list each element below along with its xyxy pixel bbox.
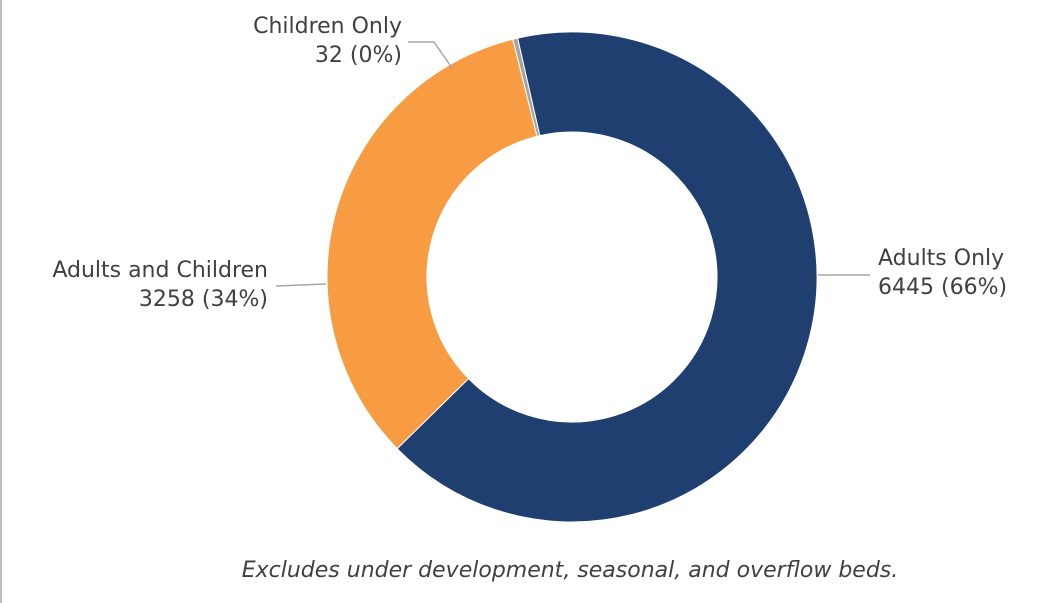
leader-lines xyxy=(275,41,870,287)
label-children-only-value: 32 (0%) xyxy=(253,41,402,70)
label-adults-only-value: 6445 (66%) xyxy=(878,273,1007,302)
leader-adults-and-children xyxy=(275,283,327,287)
label-children-only: Children Only 32 (0%) xyxy=(253,12,402,70)
label-adults-and-children-count: 3258 xyxy=(138,287,195,312)
label-adults-and-children-percent: (34%) xyxy=(201,287,268,312)
label-adults-only: Adults Only 6445 (66%) xyxy=(878,244,1007,302)
label-adults-only-name: Adults Only xyxy=(878,246,1005,271)
slice-adults-and-children xyxy=(326,38,538,450)
label-children-only-name: Children Only xyxy=(253,14,402,39)
leader-children-only xyxy=(408,41,453,69)
label-children-only-percent: (0%) xyxy=(349,43,402,68)
label-adults-and-children-value: 3258 (34%) xyxy=(52,285,268,314)
label-adults-only-count: 6445 xyxy=(878,275,934,300)
footnote: Excludes under development, seasonal, an… xyxy=(241,558,899,583)
label-adults-and-children-name: Adults and Children xyxy=(52,258,268,283)
slice-adults-only xyxy=(396,31,818,523)
frame-edge xyxy=(0,0,2,603)
label-adults-only-percent: (66%) xyxy=(941,275,1008,300)
label-adults-and-children: Adults and Children 3258 (34%) xyxy=(52,256,268,314)
label-children-only-count: 32 xyxy=(314,43,343,68)
donut-slices xyxy=(326,31,818,523)
